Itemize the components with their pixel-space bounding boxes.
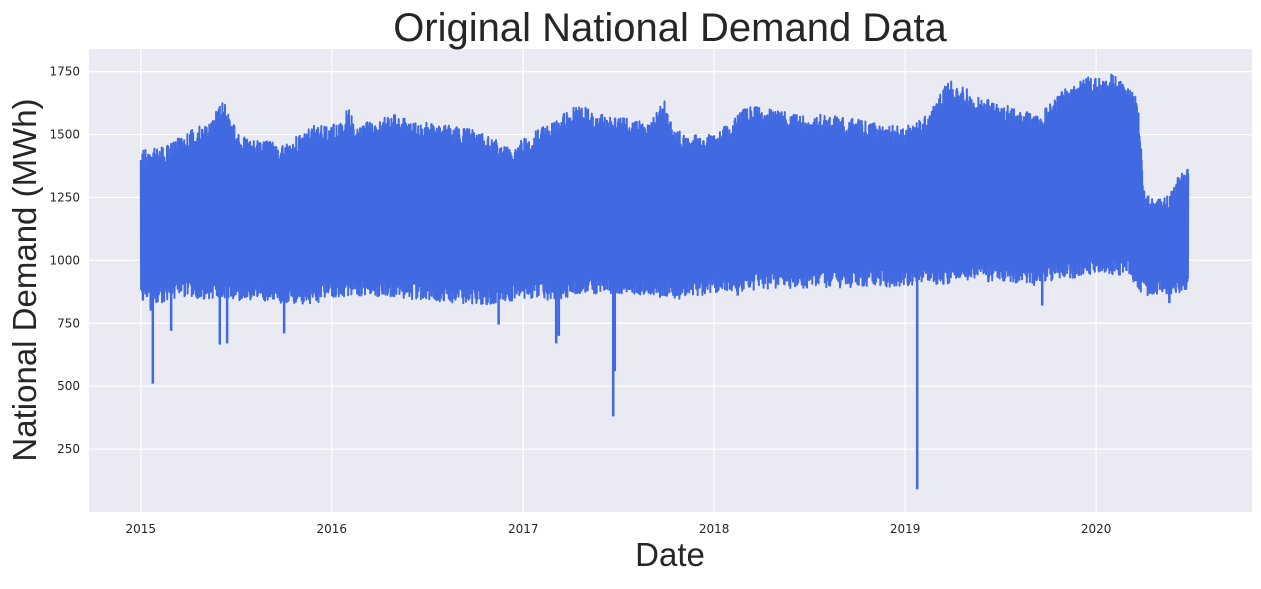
x-tick-label: 2015 (126, 522, 157, 536)
tick-labels: 250 500 750 1000 1250 1500 1750 2015 2016 2017 201… (49, 65, 1111, 536)
x-tick-label: 2016 (316, 522, 347, 536)
y-tick-label: 500 (57, 379, 80, 393)
series-line (139, 73, 1190, 306)
series-line-0 (139, 73, 1190, 490)
x-tick-label: 2018 (699, 522, 730, 536)
y-tick-label: 750 (57, 316, 80, 330)
x-tick-label: 2019 (890, 522, 921, 536)
y-axis-label: National Demand (MWh) (6, 98, 43, 461)
y-tick-label: 1500 (49, 128, 80, 142)
x-tick-label: 2020 (1081, 522, 1112, 536)
y-tick-label: 1250 (49, 190, 80, 204)
y-tick-label: 250 (57, 442, 80, 456)
y-tick-label: 1750 (49, 65, 80, 79)
x-tick-label: 2017 (508, 522, 539, 536)
x-axis-label: Date (635, 536, 705, 573)
data-layer (139, 73, 1190, 490)
y-tick-label: 1000 (49, 253, 80, 267)
chart-title: Original National Demand Data (393, 6, 947, 50)
